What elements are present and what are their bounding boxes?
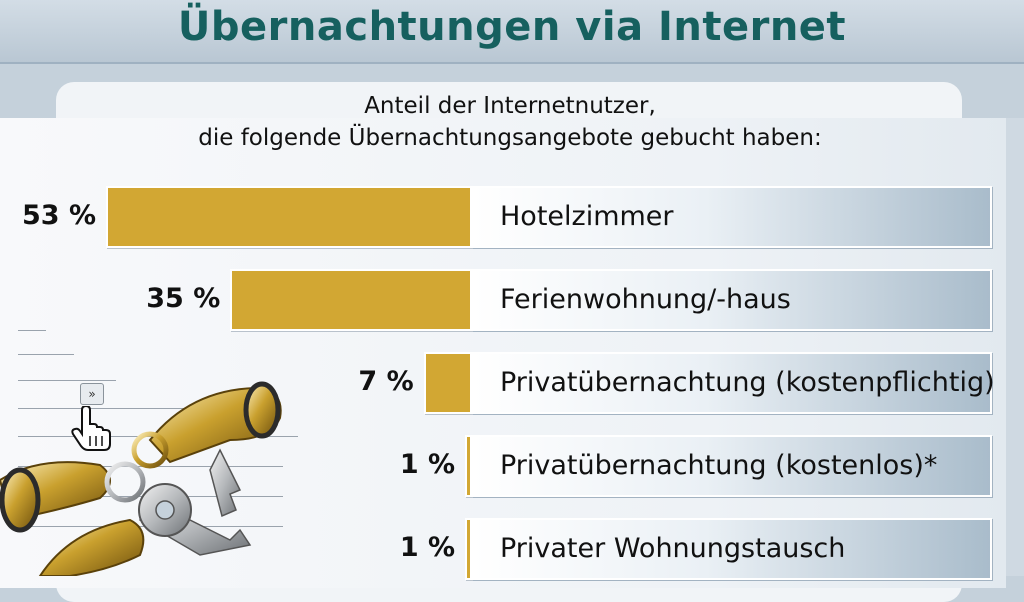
category-label: Hotelzimmer: [500, 201, 674, 232]
fast-forward-icon[interactable]: »: [80, 383, 104, 405]
decor-line: [18, 330, 46, 331]
decor-line: [18, 408, 188, 409]
subtitle-line-2: die folgende Übernachtungsangebote gebuc…: [198, 125, 822, 151]
category-label: Privatübernachtung (kostenpflichtig): [500, 367, 995, 398]
category-label-box: Privatübernachtung (kostenlos)*: [472, 435, 992, 497]
category-label-box: Privater Wohnungstausch: [472, 518, 992, 580]
category-label: Privater Wohnungstausch: [500, 533, 846, 564]
value-label: 35 %: [146, 283, 221, 314]
title-band: [0, 0, 1024, 64]
value-label: 7 %: [358, 366, 414, 397]
value-label: 1 %: [399, 532, 456, 563]
category-label: Privatübernachtung (kostenlos)*: [500, 450, 938, 481]
category-label-box: Privatübernachtung (kostenpflichtig): [472, 352, 995, 414]
category-label-box: Hotelzimmer: [472, 186, 992, 248]
subtitle-line-1: Anteil der Internetnutzer,: [364, 93, 656, 119]
chart-title: Übernachtungen via Internet: [177, 4, 847, 50]
keys-image: [0, 381, 282, 576]
category-label-box: Ferienwohnung/-haus: [472, 269, 992, 331]
bar: [465, 518, 472, 580]
bar: [106, 186, 472, 248]
panel-edge: [1006, 118, 1024, 576]
decor-line: [18, 354, 74, 355]
value-label: 53 %: [21, 200, 96, 231]
value-label: 1 %: [399, 449, 456, 480]
category-label: Ferienwohnung/-haus: [500, 284, 791, 315]
decor-line: [18, 380, 116, 381]
bar: [423, 352, 472, 414]
bar: [230, 269, 472, 331]
chart-subtitle: Anteil der Internetnutzer, die folgende …: [130, 90, 890, 154]
bar: [465, 435, 472, 497]
hand-pointer-icon: [71, 406, 111, 451]
